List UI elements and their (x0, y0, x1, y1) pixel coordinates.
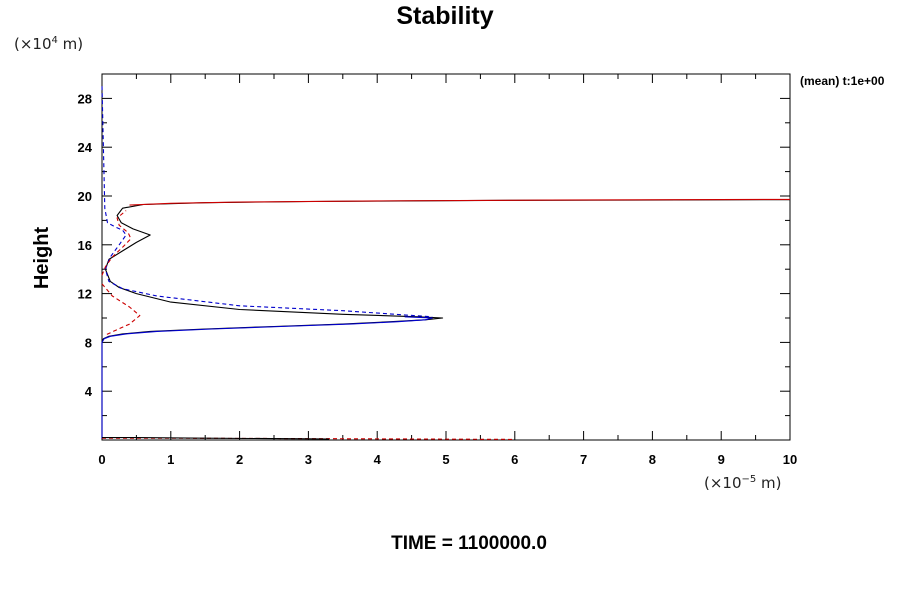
y-tick-label: 8 (85, 335, 92, 350)
y-axis-label: Height (31, 227, 53, 290)
x-tick-label: 2 (236, 452, 243, 467)
y-tick-label: 28 (78, 91, 92, 106)
x-tick-label: 4 (374, 452, 382, 467)
y-tick-label: 16 (78, 238, 92, 253)
y-tick-label: 4 (85, 384, 93, 399)
x-tick-label: 8 (649, 452, 656, 467)
series-line-2 (101, 86, 433, 318)
series-line-5 (129, 198, 791, 206)
series-line-7 (102, 437, 330, 440)
series-line-1 (101, 316, 433, 439)
x-tick-label: 5 (442, 452, 449, 467)
x-unit-label: (×10−5 m) (704, 474, 782, 492)
y-tick-label: 12 (78, 287, 92, 302)
x-tick-label: 10 (783, 452, 797, 467)
x-tick-label: 3 (305, 452, 312, 467)
x-tick-label: 0 (98, 452, 105, 467)
plot-frame (101, 73, 791, 441)
mean-annotation: (mean) t:1e+00 (800, 74, 885, 88)
time-footer: TIME = 1100000.0 (391, 533, 547, 554)
x-tick-label: 1 (167, 452, 174, 467)
y-tick-label: 20 (78, 189, 92, 204)
x-tick-label: 6 (511, 452, 518, 467)
chart-title: Stability (396, 2, 493, 30)
y-tick-label: 24 (78, 140, 93, 155)
series-group (101, 86, 791, 440)
series-line-3 (101, 210, 132, 276)
y-unit-label: (×104 m) (14, 35, 83, 53)
series-line-4 (101, 283, 141, 336)
x-tick-label: 7 (580, 452, 587, 467)
x-tick-label: 9 (718, 452, 725, 467)
series-line-0 (101, 199, 791, 439)
